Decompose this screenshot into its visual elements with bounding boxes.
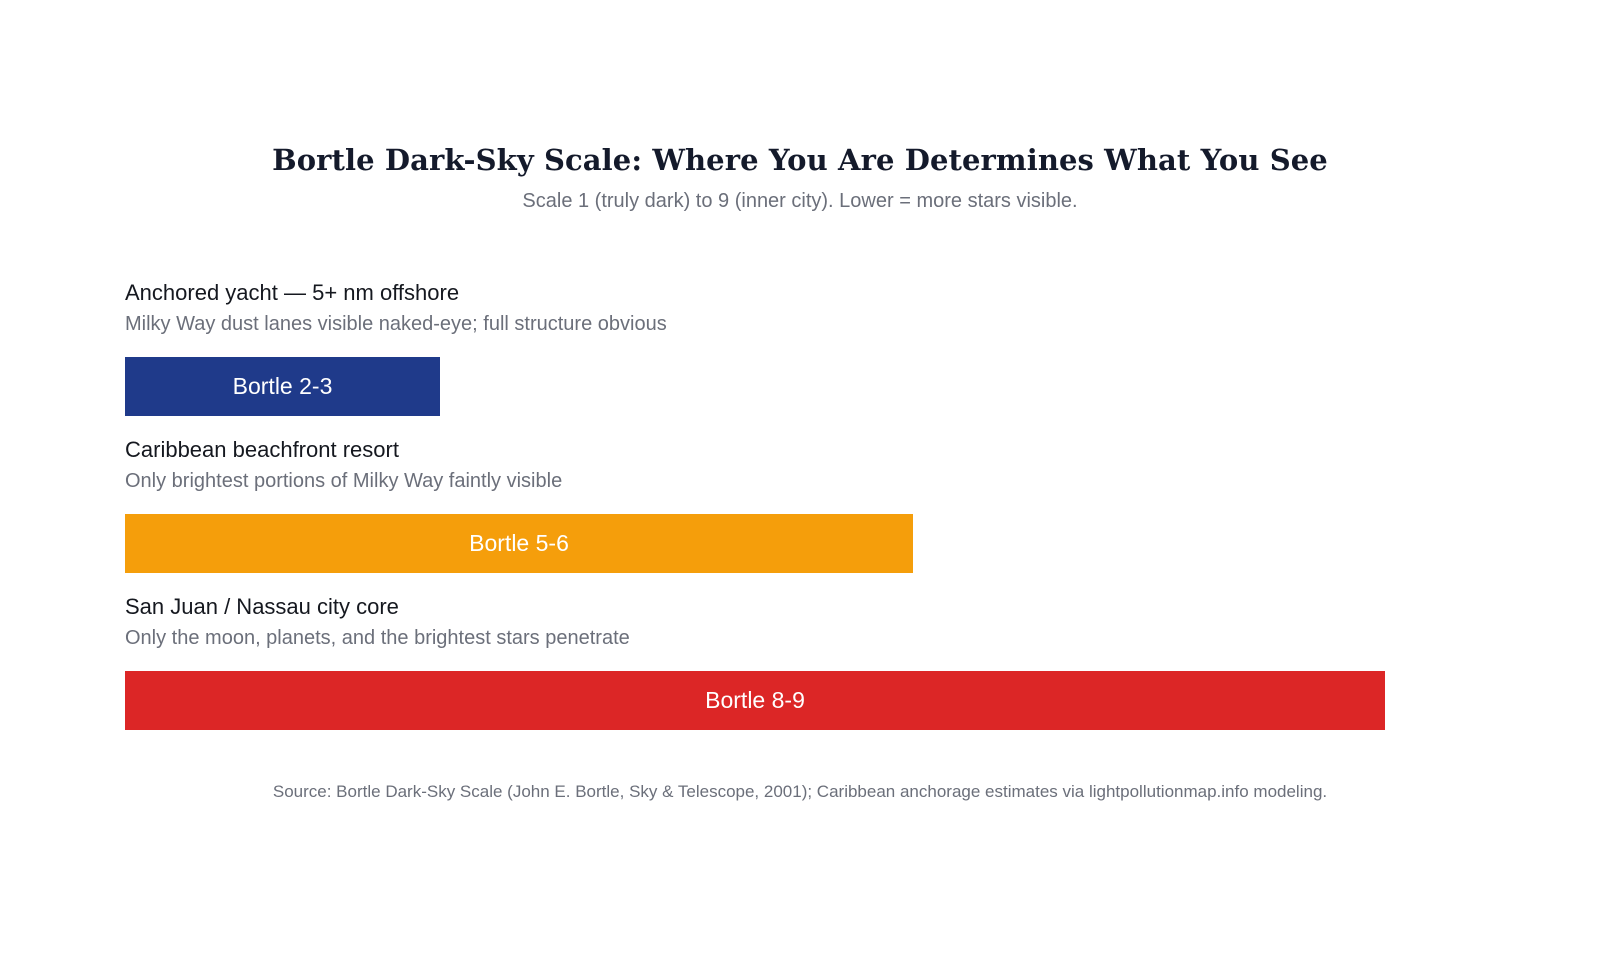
bar: Bortle 2-3 [125, 357, 440, 416]
chart-row: Caribbean beachfront resort Only brighte… [125, 437, 1385, 594]
row-label: Anchored yacht — 5+ nm offshore [125, 280, 460, 305]
chart-title: Bortle Dark-Sky Scale: Where You Are Det… [272, 143, 1328, 177]
row-description: Only brightest portions of Milky Way fai… [125, 470, 563, 492]
bar-data-label: Bortle 2-3 [232, 373, 333, 399]
bar-chart: Anchored yacht — 5+ nm offshore Milky Wa… [125, 280, 1385, 751]
bar: Bortle 5-6 [125, 514, 913, 573]
row-label: Caribbean beachfront resort [125, 437, 399, 462]
source-note: Source: Bortle Dark-Sky Scale (John E. B… [272, 782, 1328, 801]
chart-row: Anchored yacht — 5+ nm offshore Milky Wa… [125, 280, 1385, 437]
chart-subtitle: Scale 1 (truly dark) to 9 (inner city). … [522, 190, 1078, 212]
row-label: San Juan / Nassau city core [125, 594, 399, 619]
bar-data-label: Bortle 8-9 [705, 687, 805, 713]
row-description: Milky Way dust lanes visible naked-eye; … [125, 313, 667, 335]
row-description: Only the moon, planets, and the brightes… [125, 627, 630, 649]
bar-data-label: Bortle 5-6 [469, 530, 569, 556]
chart-row: San Juan / Nassau city core Only the moo… [125, 594, 1385, 751]
bar: Bortle 8-9 [125, 671, 1385, 730]
